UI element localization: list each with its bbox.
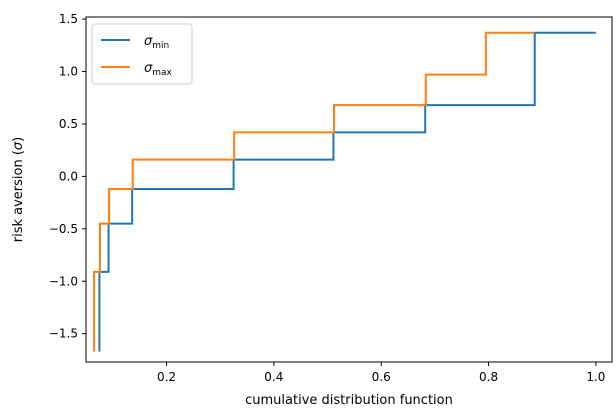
x-tick-label: 0.4	[264, 370, 283, 384]
legend-box	[91, 23, 193, 85]
y-axis-label-symbol: σ	[11, 141, 26, 150]
y-tick-label: 1.5	[59, 12, 78, 26]
y-tick-label: −1.5	[49, 327, 78, 341]
y-tick-label: 1.0	[59, 65, 78, 79]
plot-frame	[85, 16, 613, 363]
legend-sigma-max-sub: max	[152, 68, 172, 78]
x-tick-label: 0.2	[157, 370, 176, 384]
legend-label-sigma-max: σmax	[144, 61, 173, 78]
x-tick-label: 0.8	[479, 370, 498, 384]
plot-lines	[93, 31, 596, 352]
legend: σmin σmax	[91, 23, 193, 85]
y-axis-label-text: risk aversion (	[11, 150, 26, 242]
legend-sigma-min-symbol: σ	[144, 34, 153, 49]
x-axis: 0.2 0.4 0.6 0.8 1.0	[157, 362, 605, 384]
y-axis: 1.5 1.0 0.5 0.0 −0.5 −1.0 −1.5	[49, 12, 86, 341]
y-tick-label: 0.0	[59, 169, 78, 183]
x-tick-label: 1.0	[586, 370, 605, 384]
x-axis-label: cumulative distribution function	[245, 393, 453, 408]
y-tick-label: −0.5	[49, 222, 78, 236]
x-tick-label: 0.6	[372, 370, 391, 384]
legend-sigma-max-symbol: σ	[144, 61, 153, 76]
y-axis-label-end: )	[11, 137, 26, 142]
y-axis-label: risk aversion (σ)	[11, 137, 26, 243]
legend-sigma-min-sub: min	[152, 41, 169, 51]
y-tick-label: −1.0	[49, 274, 78, 288]
y-tick-label: 0.5	[59, 117, 78, 131]
legend-label-sigma-min: σmin	[144, 34, 169, 51]
series-line-sigma-max	[93, 31, 535, 352]
